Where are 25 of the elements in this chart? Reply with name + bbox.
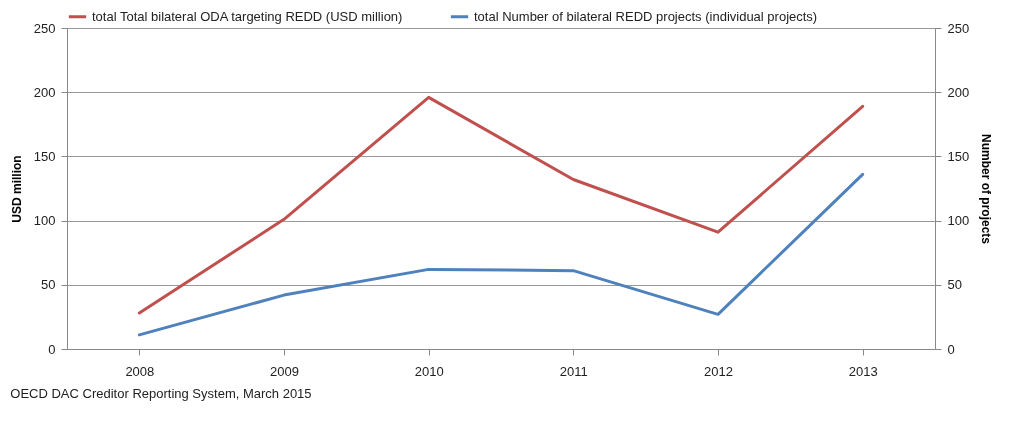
y2-tick-label: 0 (947, 341, 955, 357)
legend-label: total Number of bilateral REDD projects (individual projects) (474, 8, 818, 24)
x-tick-label: 2010 (414, 363, 444, 379)
y-tick-label: 50 (41, 277, 56, 293)
y-tick-label: 250 (33, 20, 56, 36)
x-tick-label: 2008 (125, 363, 155, 379)
y2-tick-label: 100 (947, 213, 970, 229)
y-axis-title: USD million (9, 155, 24, 223)
y2-tick-label: 50 (947, 277, 962, 293)
y2-tick-label: 250 (947, 20, 970, 36)
x-tick-label: 2012 (704, 363, 733, 379)
line-series (137, 172, 865, 337)
text: OECD DAC Creditor Reporting System, March 2015 (10, 386, 312, 401)
y2-tick-label: 200 (947, 84, 970, 100)
y-tick-label: 150 (33, 148, 56, 164)
y2-axis-title: Number of projects (979, 133, 994, 245)
y-tick-label: 100 (33, 213, 56, 229)
x-tick-label: 2009 (270, 363, 299, 379)
line-series (137, 95, 865, 315)
y2-tick-label: 150 (947, 148, 970, 164)
x-tick-label: 2011 (559, 363, 588, 379)
y-tick-label: 200 (33, 84, 56, 100)
y-tick-label: 0 (48, 341, 56, 357)
legend-label: total Total bilateral ODA targeting REDD (USD million) (92, 8, 403, 24)
x-tick-label: 2013 (848, 363, 878, 379)
